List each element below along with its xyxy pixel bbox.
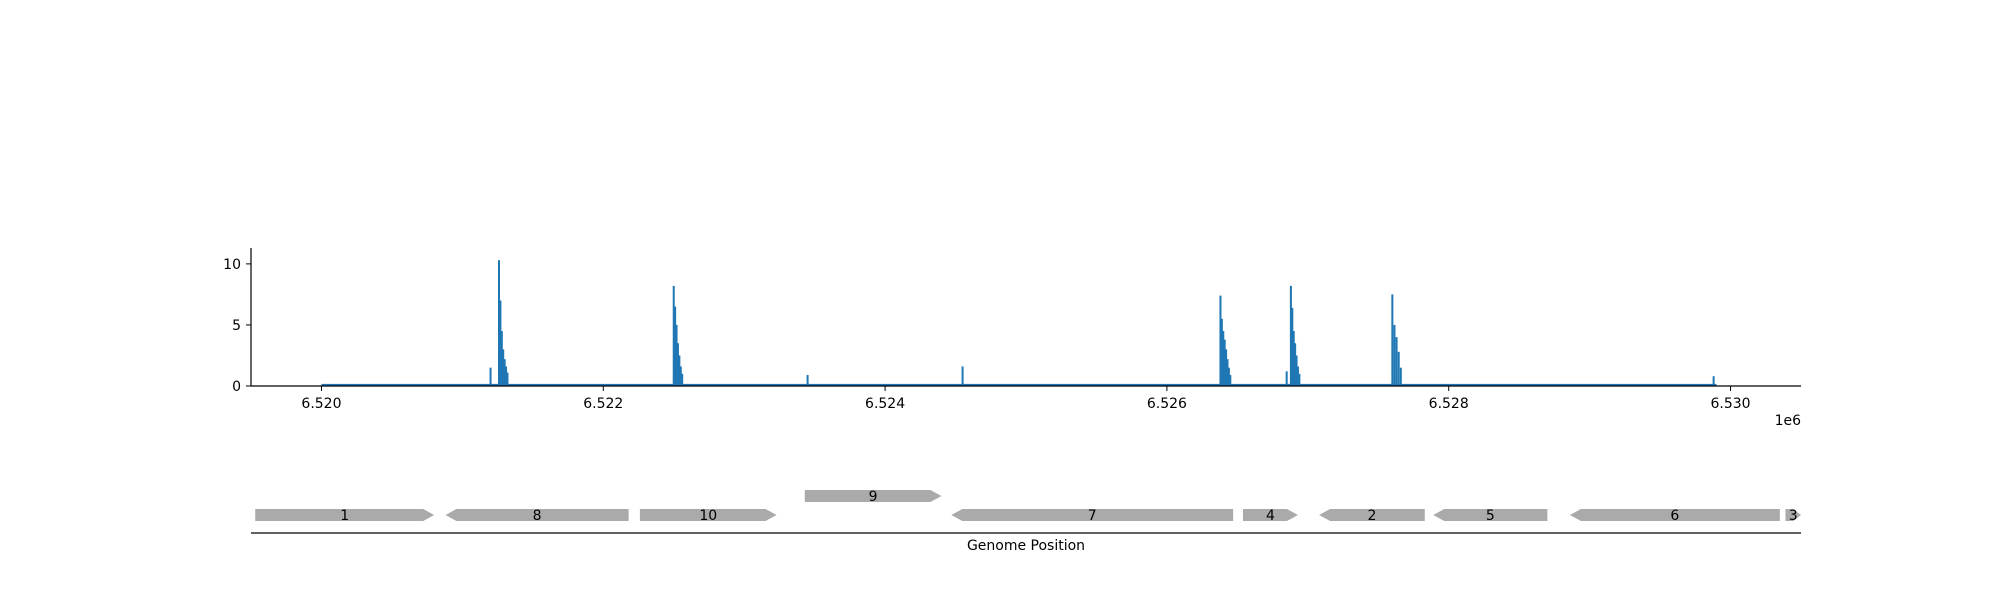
coverage-bar-37 — [1399, 367, 1402, 386]
coverage-bar-34 — [1393, 324, 1396, 386]
gene-arrow-2 — [1319, 509, 1425, 521]
coverage-x-ticks: 6.520 6.522 6.524 6.526 6.528 6.530 — [301, 386, 1751, 412]
coverage-bar-16 — [961, 366, 964, 386]
gene-arrows: 1 8 10 9 7 4 2 5 6 3 — [255, 489, 1801, 524]
coverage-bar-3 — [500, 331, 503, 386]
coverage-bar-7 — [506, 372, 509, 386]
coverage-bar-4 — [502, 349, 505, 386]
coverage-bar-0 — [489, 367, 492, 386]
coverage-bar-30 — [1295, 355, 1298, 386]
coverage-bar-2 — [499, 300, 502, 386]
x-tick-label-2: 6.524 — [865, 396, 905, 412]
gene-arrow-5 — [1433, 509, 1548, 521]
coverage-bar-18 — [1220, 318, 1223, 386]
gene-label-3: 3 — [1789, 508, 1798, 524]
gene-arrow-7 — [951, 509, 1234, 521]
coverage-bar-10 — [675, 324, 678, 386]
gene-label-1: 1 — [340, 508, 349, 524]
gene-arrow-8 — [445, 509, 629, 521]
gene-arrow-6 — [1569, 509, 1780, 521]
coverage-bar-21 — [1225, 349, 1228, 386]
coverage-bar-1 — [498, 260, 500, 386]
gene-track-x-label: Genome Position — [967, 538, 1085, 554]
coverage-bar-32 — [1298, 373, 1301, 386]
coverage-bar-6 — [505, 366, 508, 386]
gene-track-panel: 1 8 10 9 7 4 2 5 6 3 Genome Position — [251, 489, 1801, 554]
x-tick-label-4: 6.528 — [1429, 396, 1469, 412]
coverage-bar-8 — [672, 285, 675, 386]
gene-label-9: 9 — [869, 489, 878, 505]
y-tick-label-1: 5 — [232, 318, 241, 334]
coverage-bar-19 — [1222, 331, 1225, 386]
coverage-panel: 6.520 6.522 6.524 6.526 6.528 6.530 0 5 10 1e6 — [223, 248, 1801, 429]
coverage-bar-14 — [681, 373, 684, 386]
coverage-bar-11 — [676, 343, 679, 386]
gene-arrow-3 — [1785, 509, 1801, 521]
coverage-bar-27 — [1291, 307, 1294, 386]
gene-label-8: 8 — [533, 508, 542, 524]
coverage-bar-31 — [1296, 366, 1299, 386]
gene-label-5: 5 — [1486, 508, 1495, 524]
x-tick-label-0: 6.520 — [301, 396, 341, 412]
coverage-bar-15 — [806, 375, 809, 386]
coverage-bar-23 — [1227, 367, 1230, 386]
coverage-bar-22 — [1226, 359, 1229, 386]
y-tick-label-0: 0 — [232, 379, 241, 395]
y-tick-label-2: 10 — [223, 257, 241, 273]
coverage-y-ticks: 0 5 10 — [223, 257, 251, 395]
gene-label-7: 7 — [1088, 508, 1097, 524]
coverage-bar-29 — [1294, 343, 1297, 386]
coverage-bar-28 — [1292, 331, 1295, 386]
coverage-bar-12 — [678, 355, 681, 386]
gene-label-4: 4 — [1266, 508, 1275, 524]
coverage-bar-5 — [503, 359, 506, 386]
coverage-bars — [321, 260, 1717, 386]
gene-label-2: 2 — [1367, 508, 1376, 524]
gene-arrow-10 — [639, 509, 777, 521]
x-tick-label-5: 6.530 — [1710, 396, 1750, 412]
coverage-baseline — [321, 383, 1717, 386]
coverage-bar-25 — [1285, 371, 1288, 386]
gene-arrow-1 — [255, 509, 435, 521]
coverage-bar-35 — [1395, 337, 1398, 386]
coverage-bar-24 — [1229, 375, 1232, 386]
coverage-bar-20 — [1223, 339, 1226, 386]
coverage-bar-17 — [1219, 295, 1222, 386]
coverage-bar-9 — [674, 306, 677, 386]
coverage-bar-26 — [1289, 285, 1292, 386]
gene-arrow-9 — [804, 490, 942, 502]
x-offset-label: 1e6 — [1775, 413, 1802, 429]
x-tick-label-1: 6.522 — [583, 396, 623, 412]
coverage-bar-33 — [1391, 294, 1394, 386]
x-tick-label-3: 6.526 — [1147, 396, 1187, 412]
gene-label-6: 6 — [1670, 508, 1679, 524]
coverage-bar-38 — [1712, 376, 1715, 386]
coverage-bar-13 — [679, 366, 682, 386]
coverage-bar-36 — [1397, 351, 1400, 386]
gene-label-10: 10 — [699, 508, 717, 524]
gene-arrow-4 — [1243, 509, 1298, 521]
